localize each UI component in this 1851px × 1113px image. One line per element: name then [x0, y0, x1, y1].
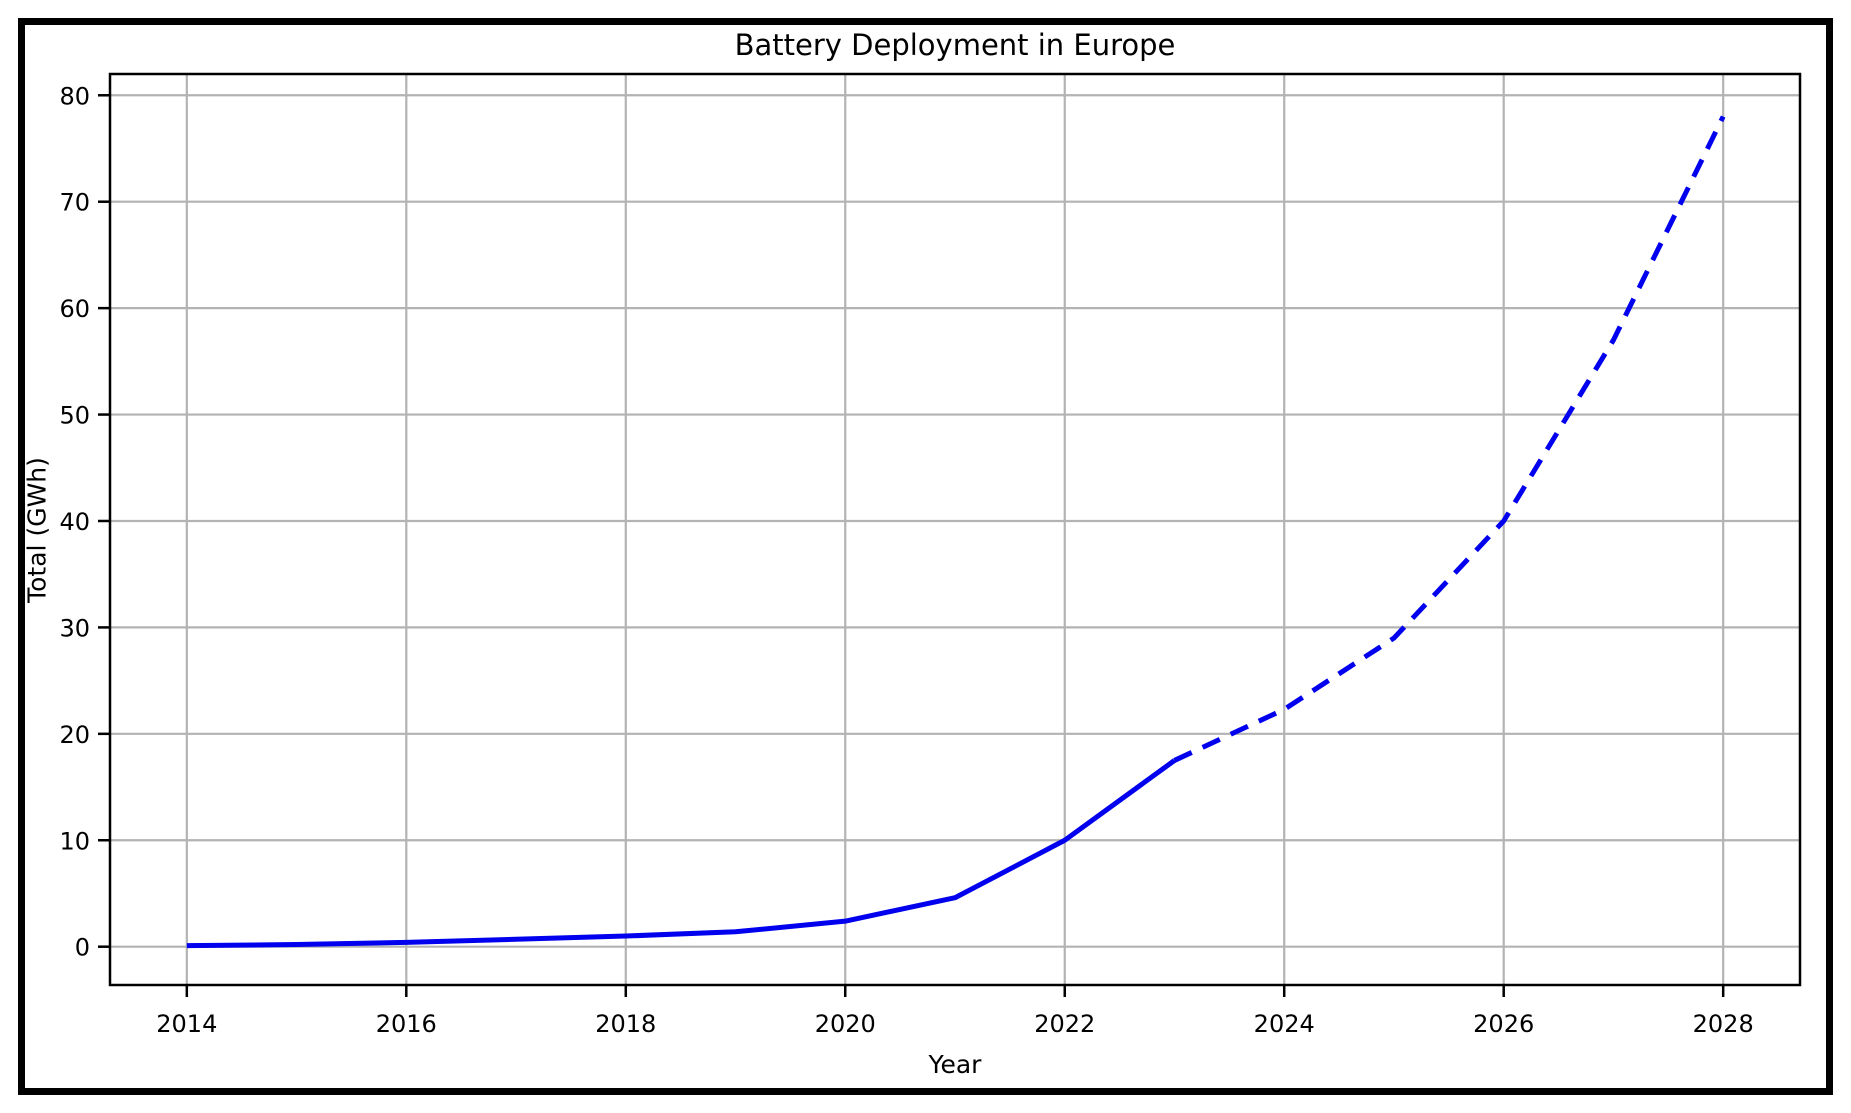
y-tick-label: 60	[59, 295, 90, 323]
x-tick-label: 2018	[595, 1010, 656, 1038]
x-tick-label: 2026	[1473, 1010, 1534, 1038]
x-axis-label: Year	[928, 1050, 982, 1079]
y-tick-label: 30	[59, 614, 90, 642]
chart-title: Battery Deployment in Europe	[734, 28, 1176, 62]
x-tick-label: 2014	[156, 1010, 217, 1038]
historical-line	[186, 758, 1176, 949]
y-tick-label: 70	[59, 189, 90, 217]
y-tick-label: 40	[59, 508, 90, 536]
y-tick-label: 10	[59, 827, 90, 855]
x-tick-label: 2022	[1034, 1010, 1095, 1038]
x-tick-label: 2016	[376, 1010, 437, 1038]
y-tick-label: 20	[59, 721, 90, 749]
x-tick-label: 2020	[815, 1010, 876, 1038]
plot-spine	[108, 72, 1802, 987]
y-tick-label: 80	[59, 82, 90, 110]
y-tick-label: 50	[59, 402, 90, 430]
forecast-line	[1173, 115, 1726, 763]
x-tick-label: 2024	[1254, 1010, 1315, 1038]
y-axis-label: Total (GWh)	[22, 457, 52, 603]
y-tick-label: 0	[75, 934, 90, 962]
x-tick-label: 2028	[1693, 1010, 1754, 1038]
